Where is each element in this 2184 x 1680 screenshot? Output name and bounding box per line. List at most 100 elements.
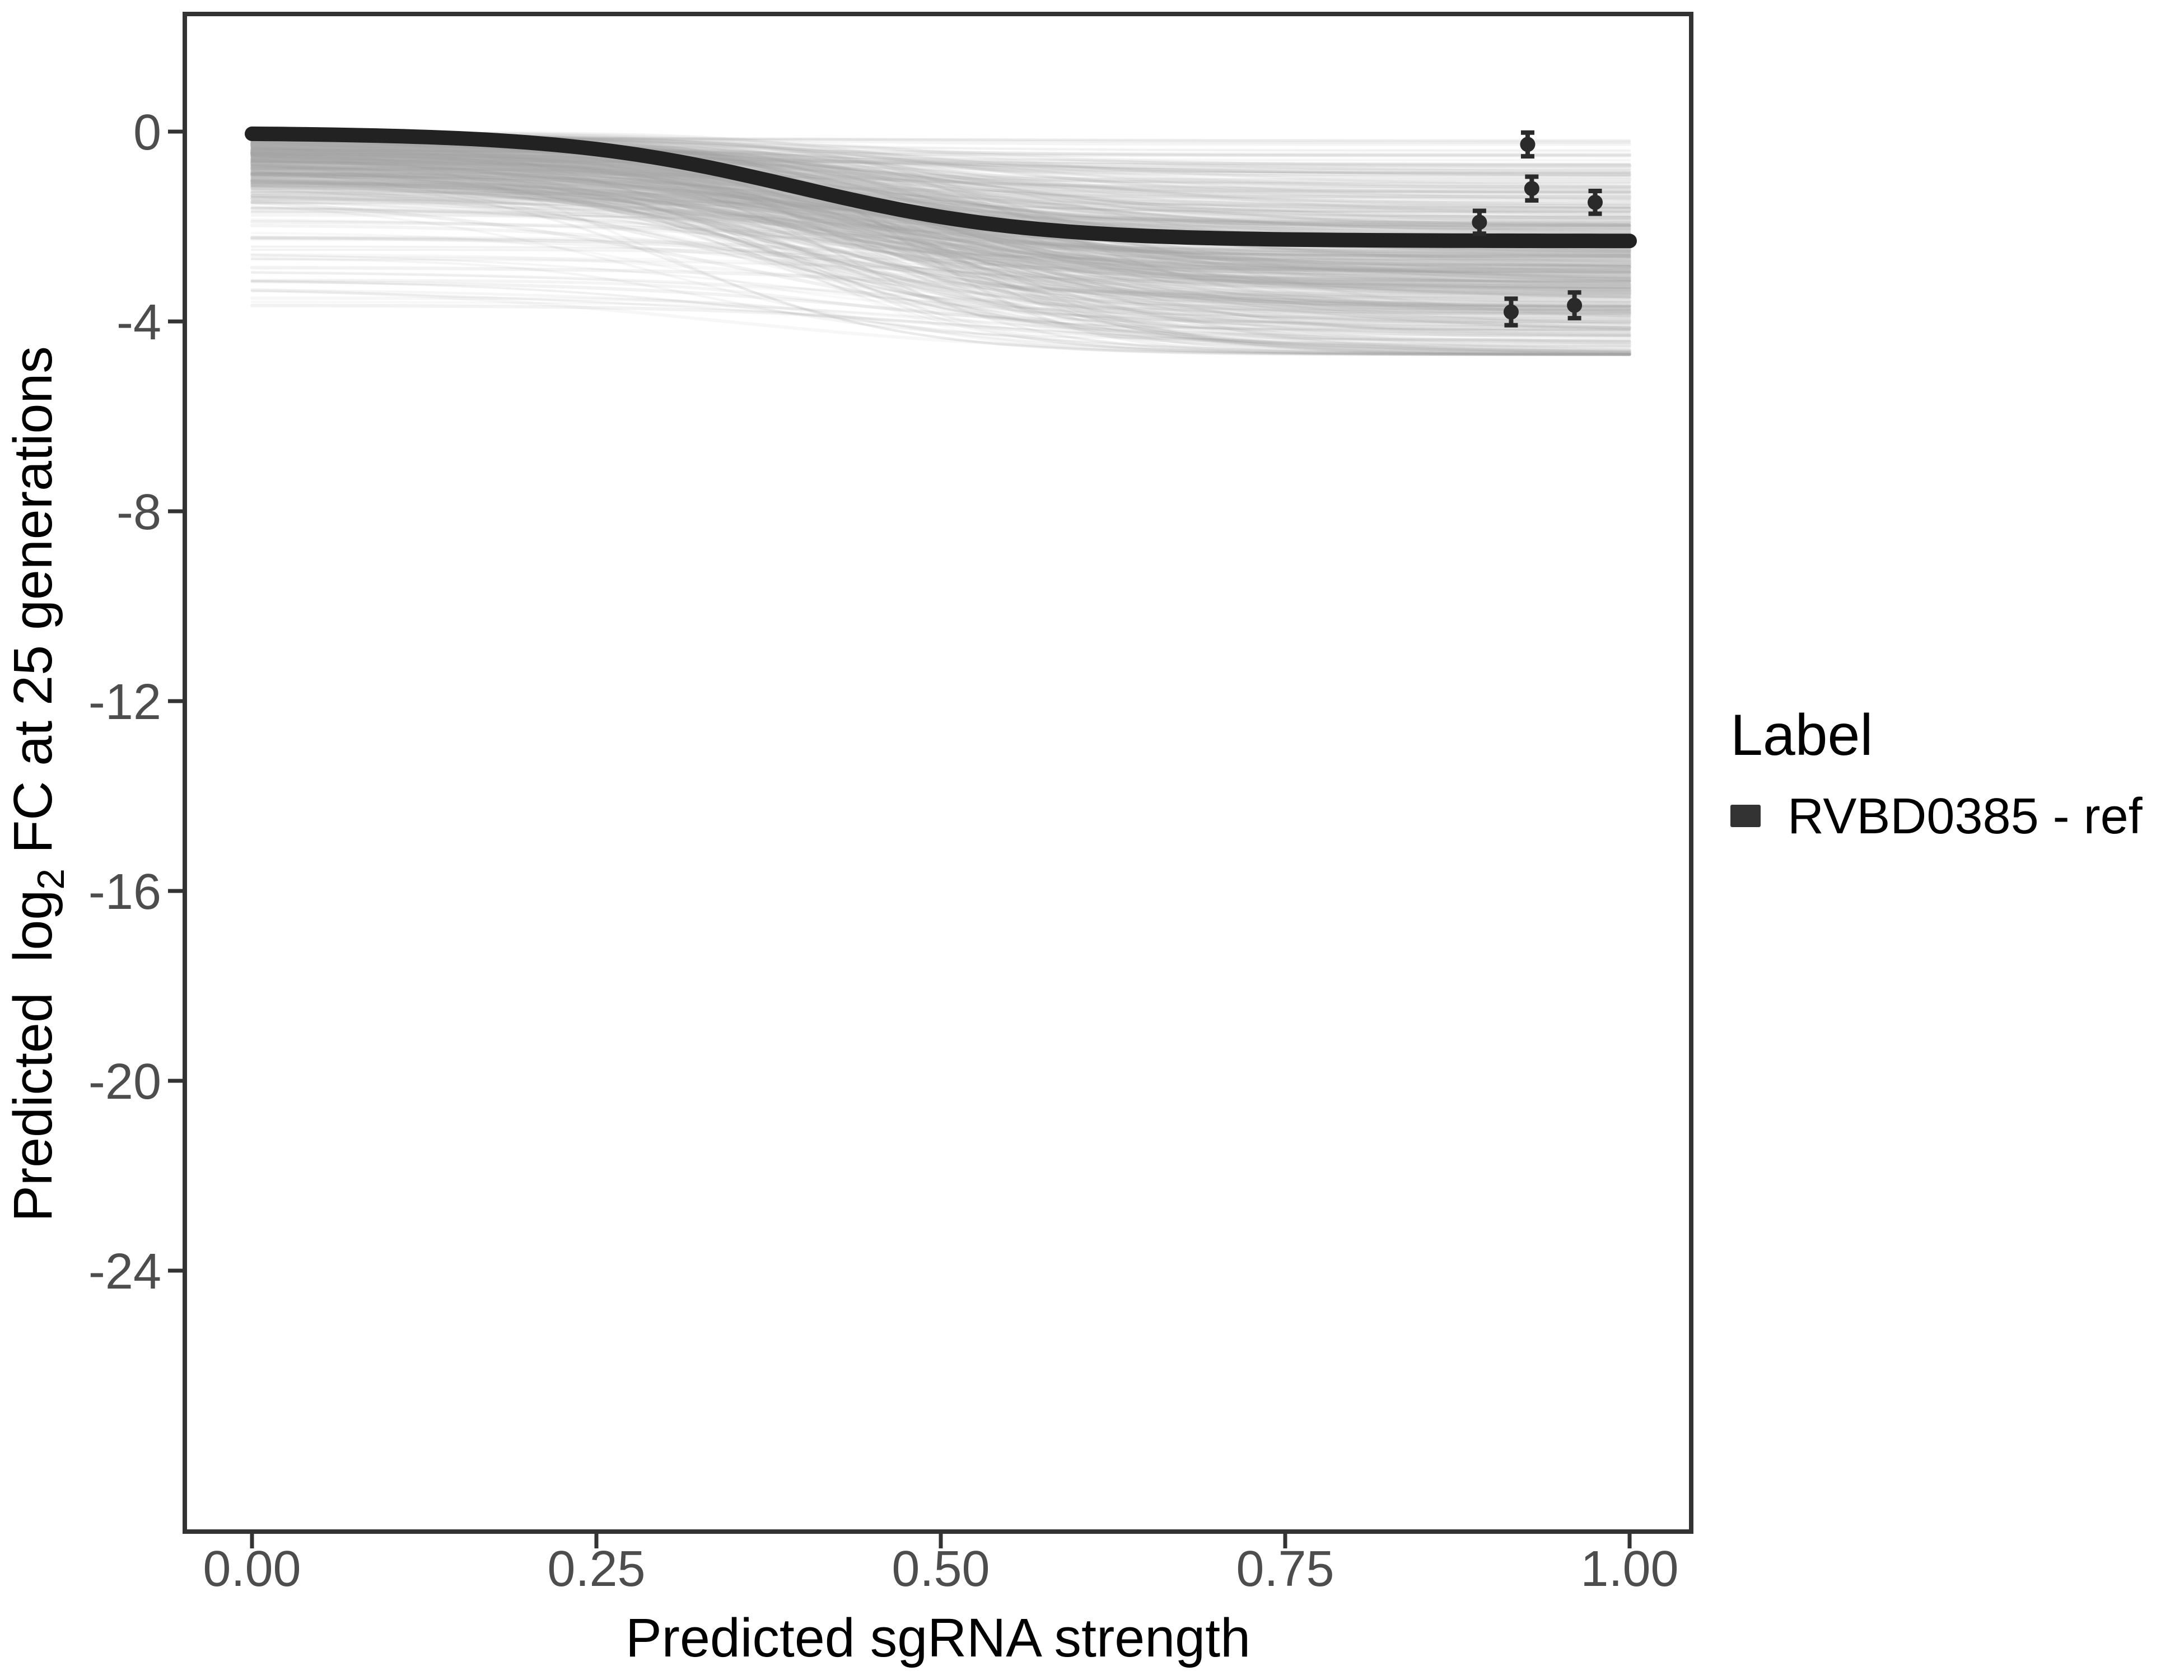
posterior-curve [251, 144, 1631, 221]
posterior-curve [250, 169, 1631, 212]
posterior-curve [250, 139, 1631, 337]
y-tick-label: -4 [116, 295, 161, 351]
y-tick-label: -12 [88, 674, 161, 730]
posterior-curve [250, 138, 1631, 309]
posterior-curve [250, 144, 1631, 175]
posterior-curve [250, 178, 1631, 275]
posterior-curve [250, 164, 1631, 334]
posterior-curve [250, 151, 1631, 218]
x-tick-label: 1.00 [1580, 1541, 1678, 1597]
posterior-curve [250, 148, 1631, 181]
posterior-curve [250, 151, 1631, 219]
posterior-curve [250, 144, 1631, 259]
posterior-curve [250, 151, 1632, 353]
posterior-curve [250, 253, 1632, 295]
posterior-curve [251, 148, 1631, 278]
posterior-curve [250, 144, 1631, 332]
posterior-curve [250, 144, 1631, 356]
posterior-curve [251, 182, 1631, 206]
posterior-curve [251, 174, 1631, 356]
posterior-curve [251, 149, 1631, 228]
posterior-curve [250, 180, 1631, 194]
data-point [1567, 297, 1583, 313]
posterior-curve [250, 236, 1631, 316]
data-points-group [1472, 130, 1603, 328]
posterior-curve [250, 152, 1631, 283]
posterior-curve [250, 173, 1631, 290]
posterior-curve [250, 186, 1631, 292]
posterior-curve [251, 155, 1631, 171]
posterior-curve [250, 181, 1631, 317]
posterior-curve [250, 179, 1631, 329]
posterior-curve [250, 177, 1632, 296]
posterior-curve [250, 179, 1631, 286]
posterior-curve [251, 141, 1631, 259]
posterior-curve [250, 145, 1631, 197]
posterior-curve [250, 164, 1631, 218]
posterior-curve [251, 195, 1631, 279]
posterior-curve [250, 200, 1632, 354]
posterior-curve [250, 165, 1631, 343]
posterior-curve [250, 150, 1631, 157]
posterior-curve [250, 172, 1631, 321]
posterior-curve [250, 176, 1631, 330]
posterior-curve [251, 245, 1631, 274]
posterior-curve [250, 182, 1632, 283]
posterior-curve [251, 164, 1631, 288]
posterior-curve [250, 206, 1632, 272]
posterior-curve [250, 177, 1631, 298]
posterior-curve [251, 146, 1631, 177]
posterior-curve [250, 161, 1632, 220]
posterior-curve [250, 151, 1631, 211]
posterior-curve [250, 166, 1631, 356]
posterior-curve [250, 278, 1631, 324]
posterior-curve [251, 150, 1631, 312]
posterior-curve [250, 155, 1631, 227]
posterior-curve [250, 156, 1631, 356]
posterior-curve [250, 158, 1631, 165]
posterior-curve [250, 168, 1631, 190]
posterior-curve [250, 179, 1631, 320]
data-point [1503, 304, 1519, 320]
posterior-curve [250, 166, 1632, 295]
posterior-curve [250, 170, 1631, 319]
posterior-curve [251, 147, 1631, 213]
posterior-curve [250, 166, 1631, 261]
posterior-curve [250, 155, 1631, 356]
posterior-curve [250, 160, 1631, 356]
posterior-curve [250, 194, 1631, 315]
posterior-curve [250, 161, 1631, 314]
posterior-curve [250, 142, 1631, 186]
posterior-curve [250, 160, 1631, 274]
posterior-curve [250, 148, 1631, 295]
posterior-curve [251, 170, 1631, 311]
posterior-curve [251, 160, 1631, 209]
posterior-curve [250, 190, 1631, 329]
posterior-curve [251, 164, 1631, 290]
posterior-curve [250, 153, 1631, 283]
y-axis: 0 -4 -8 -12 -16 -20 -24 [88, 105, 185, 1300]
posterior-curve [250, 156, 1631, 296]
posterior-curve [250, 304, 1632, 347]
posterior-curve [251, 190, 1631, 356]
posterior-curve [251, 161, 1631, 309]
posterior-curve [251, 172, 1631, 333]
posterior-curve [251, 161, 1631, 335]
posterior-curve [250, 151, 1631, 193]
posterior-curve [250, 170, 1631, 268]
posterior-curve [250, 148, 1631, 337]
posterior-curve [250, 153, 1631, 194]
posterior-curve [250, 192, 1631, 266]
posterior-curve [250, 171, 1631, 189]
posterior-curve [250, 153, 1631, 239]
posterior-curve [250, 167, 1631, 235]
posterior-curve [250, 194, 1632, 356]
posterior-curve [250, 179, 1631, 356]
posterior-curve [251, 146, 1631, 210]
posterior-curve [250, 157, 1631, 355]
posterior-curve [251, 148, 1631, 176]
posterior-curve [250, 148, 1632, 253]
posterior-curve [251, 150, 1631, 259]
posterior-curve [250, 279, 1631, 344]
posterior-curve [250, 157, 1632, 265]
